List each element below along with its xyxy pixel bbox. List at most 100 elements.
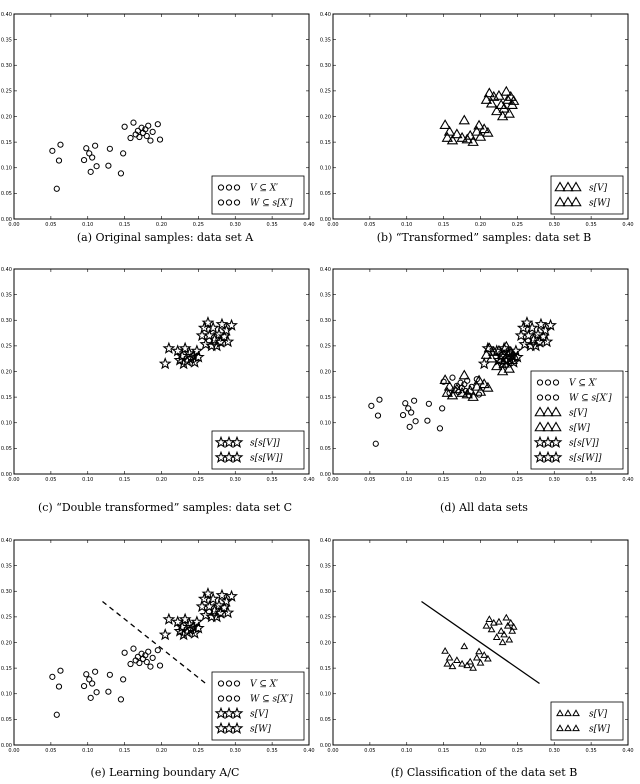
data-point — [143, 132, 150, 140]
data-point — [458, 369, 470, 380]
y-tick-label: 0.00 — [320, 472, 331, 478]
data-point — [208, 603, 222, 617]
data-point — [199, 337, 213, 350]
legend-entry: s[W] — [569, 424, 590, 434]
legend-marker — [572, 709, 580, 717]
x-tick-label: 0.35 — [267, 748, 278, 754]
data-point — [507, 95, 520, 105]
data-point — [89, 680, 96, 687]
data-point — [156, 136, 164, 143]
x-tick-label: 0.20 — [475, 222, 486, 228]
legend-box — [550, 175, 624, 215]
y-tick-label: 0.35 — [320, 37, 331, 43]
y-tick-label: 0.30 — [320, 63, 331, 69]
data-point — [145, 122, 152, 129]
legend-marker — [233, 184, 241, 191]
y-tick-label: 0.15 — [1, 140, 12, 146]
data-point — [520, 316, 534, 329]
legend-entry: V ⊆ X′ — [250, 184, 278, 194]
legend-marker — [544, 379, 552, 386]
panel-e: 0.00 0.05 0.10 0.15 0.20 0.25 0.30 0.35 0.40 0.00… — [1, 538, 315, 779]
legend-box — [211, 430, 305, 470]
x-tick-label: 0.25 — [193, 477, 204, 483]
data-point — [217, 600, 231, 614]
legend-marker — [556, 724, 564, 732]
data-point — [436, 425, 444, 432]
data-point — [498, 638, 507, 646]
y-tick-label: 0.40 — [1, 12, 12, 18]
y-tick-label: 0.20 — [1, 640, 12, 646]
data-point — [162, 612, 176, 625]
data-point — [506, 618, 515, 626]
data-point — [190, 615, 204, 628]
legend-marker — [564, 709, 572, 717]
data-point — [476, 658, 485, 666]
data-point — [127, 660, 134, 668]
data-point — [473, 374, 485, 385]
data-point — [540, 335, 554, 348]
x-tick-label: 0.35 — [586, 477, 597, 483]
x-tick-label: 0.25 — [512, 748, 523, 754]
data-point — [408, 409, 415, 416]
data-point — [199, 608, 213, 621]
y-tick-label: 0.00 — [1, 472, 12, 478]
y-tick-label: 0.35 — [1, 563, 12, 569]
x-tick-label: 0.00 — [8, 748, 19, 754]
data-point — [191, 621, 205, 634]
data-point — [87, 168, 94, 175]
legend-marker — [536, 379, 544, 386]
data-point — [225, 589, 238, 602]
legend-marker — [230, 450, 244, 463]
data-point — [480, 93, 493, 104]
x-tick-label: 0.00 — [8, 222, 19, 228]
panel-a: 0.00 0.05 0.10 0.15 0.20 0.25 0.30 0.35 0.40 0.00… — [1, 12, 315, 244]
data-point — [149, 654, 156, 661]
data-point — [374, 412, 382, 419]
legend-marker — [230, 721, 244, 734]
legend-marker — [554, 196, 566, 207]
x-tick-label: 0.20 — [475, 748, 486, 754]
y-tick-label: 0.25 — [1, 615, 12, 621]
y-tick-label: 0.35 — [1, 292, 12, 298]
legend-box — [211, 175, 305, 215]
data-point — [83, 145, 90, 152]
data-point — [534, 317, 548, 330]
data-point — [117, 696, 125, 703]
data-point — [106, 145, 113, 152]
data-point — [446, 134, 459, 145]
legend-marker — [572, 724, 580, 732]
x-tick-label: 0.30 — [230, 748, 241, 754]
data-point — [89, 154, 96, 161]
data-point — [80, 156, 88, 164]
x-tick-label: 0.30 — [230, 477, 241, 483]
x-tick-label: 0.30 — [549, 748, 560, 754]
x-tick-label: 0.15 — [119, 748, 130, 754]
data-point — [120, 150, 127, 157]
y-tick-label: 0.20 — [1, 114, 12, 120]
y-tick-label: 0.40 — [320, 538, 331, 544]
y-tick-label: 0.40 — [1, 267, 12, 273]
data-point — [53, 711, 60, 718]
data-point — [217, 329, 231, 343]
x-tick-label: 0.35 — [586, 748, 597, 754]
x-tick-label: 0.00 — [327, 222, 338, 228]
data-point — [411, 397, 418, 404]
data-point — [498, 102, 510, 113]
data-point — [451, 128, 463, 139]
data-point — [509, 622, 518, 630]
x-tick-label: 0.05 — [364, 748, 375, 754]
legend-entry: V ⊆ X′ — [250, 680, 278, 690]
legend-marker — [550, 421, 562, 432]
x-tick-label: 0.35 — [586, 222, 597, 228]
legend-marker — [556, 709, 564, 717]
x-tick-label: 0.15 — [438, 477, 449, 483]
data-point — [142, 652, 149, 659]
data-point — [446, 389, 459, 400]
data-point — [443, 659, 452, 667]
data-point — [525, 321, 539, 334]
data-point — [497, 627, 506, 634]
data-point — [206, 321, 220, 334]
data-point — [452, 656, 461, 664]
data-point — [143, 658, 150, 666]
x-tick-label: 0.40 — [303, 748, 314, 754]
